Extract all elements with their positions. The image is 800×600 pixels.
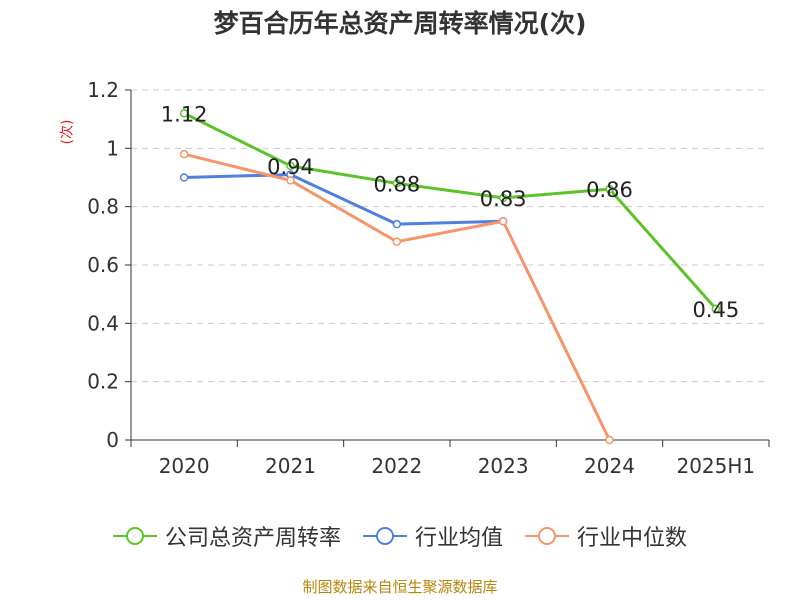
legend-line-marker-icon — [112, 527, 157, 545]
x-tick-label: 2025H1 — [676, 454, 755, 478]
data-point — [392, 237, 402, 246]
grid-layer — [131, 89, 769, 383]
data-point — [605, 184, 614, 194]
data-label: 0.94 — [267, 155, 314, 179]
x-tick-label: 2023 — [478, 454, 529, 478]
y-tick-label: 0.6 — [87, 253, 119, 277]
y-tick-label: 0.2 — [87, 370, 119, 394]
legend-item-company[interactable]: 公司总资产周转率 — [112, 520, 341, 552]
chart-title: 梦百合历年总资产周转率情况(次) — [213, 9, 587, 38]
data-source-note: 制图数据来自恒生聚源数据库 — [302, 578, 498, 596]
data-point — [179, 109, 189, 118]
y-tick-label: 0.8 — [87, 195, 119, 219]
data-label-layer: 1.12 0.94 0.88 0.83 0.86 0.45 — [161, 102, 739, 321]
data-point — [179, 173, 189, 182]
data-point — [286, 161, 295, 171]
x-tick-label: 2022 — [371, 454, 422, 478]
y-tick-label: 1 — [106, 136, 119, 160]
data-point — [392, 219, 402, 229]
legend-label: 行业均值 — [414, 526, 503, 551]
data-label: 0.86 — [586, 178, 633, 202]
data-point — [605, 435, 614, 445]
data-label: 0.88 — [373, 172, 420, 196]
data-point — [286, 176, 295, 185]
legend-label: 公司总资产周转率 — [164, 526, 341, 551]
axis-layer: 0 0.2 0.4 0.6 0.8 1 1.2 2020 2021 2022 2023 2024 202… — [87, 78, 770, 478]
data-label: 0.83 — [480, 187, 527, 211]
data-point — [179, 149, 189, 159]
legend-line-marker-icon — [362, 527, 407, 545]
x-tick-label: 2020 — [159, 454, 210, 478]
series-layer — [179, 109, 721, 445]
data-point — [498, 217, 508, 226]
y-tick-label: 0.4 — [87, 311, 119, 335]
legend-item-industry-median[interactable]: 行业中位数 — [525, 520, 687, 552]
data-label: 0.45 — [692, 298, 739, 322]
legend-item-industry-avg[interactable]: 行业均值 — [362, 520, 503, 552]
data-label: 1.12 — [161, 102, 208, 126]
series-line — [183, 152, 611, 441]
data-point — [392, 179, 402, 188]
x-tick-label: 2021 — [265, 454, 316, 478]
series-line — [183, 111, 717, 310]
series-line — [184, 173, 504, 226]
y-tick-label: 1.2 — [87, 78, 119, 102]
legend-line-marker-icon — [525, 527, 569, 545]
line-chart: 0 0.2 0.4 0.6 0.8 1 1.2 2020 2021 2022 2023 2024 202… — [87, 78, 770, 478]
data-point — [498, 193, 508, 203]
y-tick-label: 0 — [106, 428, 119, 452]
legend: 公司总资产周转率 行业均值 行业中位数 — [0, 516, 800, 556]
x-tick-label: 2024 — [584, 454, 635, 478]
legend-label: 行业中位数 — [577, 526, 688, 551]
data-point — [711, 304, 721, 313]
